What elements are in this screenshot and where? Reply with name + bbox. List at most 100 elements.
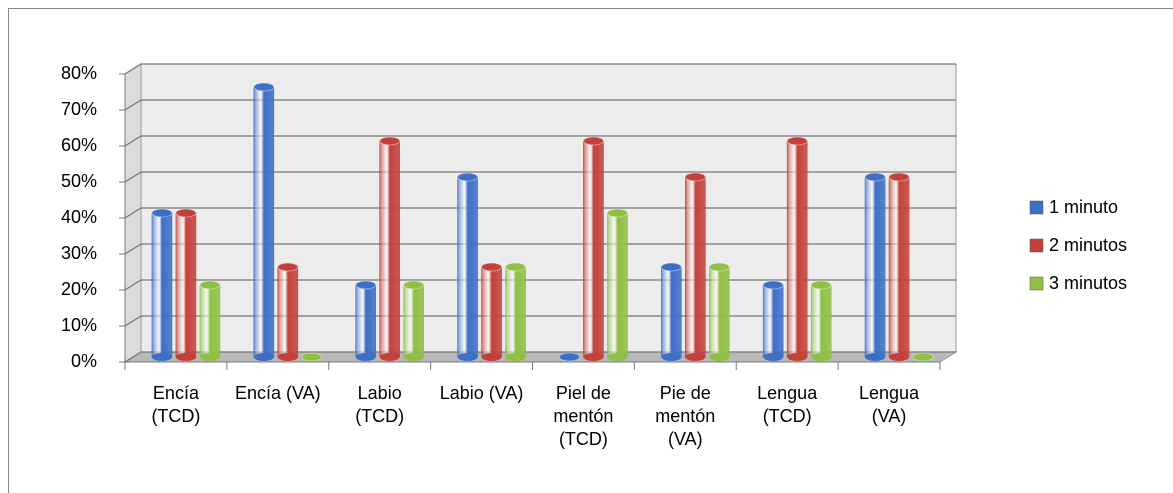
x-tick-label: Pie de mentón (VA) <box>655 383 716 449</box>
bar <box>403 284 424 358</box>
bar-top <box>582 136 604 146</box>
bar-base <box>607 353 628 361</box>
bar <box>661 266 682 358</box>
bar-group <box>888 172 910 361</box>
bar-top <box>505 262 527 272</box>
grid-line <box>124 279 956 291</box>
bar-base <box>253 353 274 361</box>
bar-base <box>787 353 808 361</box>
bar-group <box>684 172 706 361</box>
bar <box>583 140 604 358</box>
bar-group <box>505 262 527 361</box>
legend-label: 2 minutos <box>1049 235 1127 255</box>
bar-top <box>253 82 275 92</box>
bar-top <box>301 352 323 362</box>
bar-group <box>403 280 425 361</box>
grid-line <box>124 243 956 255</box>
bar-top <box>606 208 628 218</box>
bar <box>786 140 808 358</box>
y-tick-label: 50% <box>61 171 97 191</box>
y-tick-label: 70% <box>61 99 97 119</box>
bar <box>277 266 299 358</box>
bar-group <box>253 82 275 361</box>
y-tick-label: 60% <box>61 135 97 155</box>
bar-group <box>606 208 628 361</box>
bar-top <box>810 280 832 290</box>
bar <box>709 266 730 358</box>
bar <box>253 86 275 358</box>
legend-swatch <box>1029 276 1044 291</box>
bar-group <box>355 280 377 361</box>
bar-base <box>379 353 400 361</box>
bar-group <box>199 280 221 361</box>
bar-group <box>582 136 604 361</box>
bar-top <box>277 262 299 272</box>
bar-top <box>379 136 401 146</box>
bar-base <box>199 353 220 361</box>
bar-base <box>583 353 604 361</box>
bar-group <box>151 208 173 361</box>
legend-label: 1 minuto <box>1049 197 1118 217</box>
bar-group <box>457 172 479 361</box>
bar-base <box>481 353 502 361</box>
bar <box>607 212 628 358</box>
bar <box>199 284 221 358</box>
bar <box>762 284 784 358</box>
bar <box>355 284 376 358</box>
bar <box>379 140 400 358</box>
bar <box>810 284 832 358</box>
x-tick-label: Encía (VA) <box>234 383 321 403</box>
bar-top <box>912 352 934 362</box>
bar <box>457 176 478 358</box>
bar-base <box>355 353 376 361</box>
legend-swatch <box>1029 238 1044 253</box>
x-tick-label: Labio (VA) <box>439 383 524 403</box>
bar-top <box>558 352 580 362</box>
bar <box>888 176 910 358</box>
bar-top <box>403 280 425 290</box>
bar <box>151 212 173 358</box>
bar-group <box>301 352 323 362</box>
bar-top <box>888 172 910 182</box>
x-tick-label: Lengua (VA) <box>859 383 920 426</box>
bar-group <box>379 136 401 361</box>
bar-top <box>708 262 730 272</box>
bar-top <box>355 280 377 290</box>
bar-group <box>277 262 299 361</box>
x-tick-label: Piel de mentón (TCD) <box>553 383 614 449</box>
bar-base <box>151 353 172 361</box>
y-tick-label: 0% <box>71 351 97 371</box>
bar-top <box>199 280 221 290</box>
y-tick-label: 80% <box>61 63 97 83</box>
grid-line <box>124 63 956 75</box>
y-tick-label: 40% <box>61 207 97 227</box>
bar-top <box>864 172 886 182</box>
bar-base <box>661 353 682 361</box>
bar-top <box>684 172 706 182</box>
bar-group <box>762 280 784 361</box>
bar-base <box>175 353 196 361</box>
bar <box>505 266 526 358</box>
bar-top <box>151 208 173 218</box>
bar-base <box>811 353 832 361</box>
bar-group <box>660 262 682 361</box>
bar-base <box>403 353 424 361</box>
bar-group <box>558 352 580 362</box>
bar-top <box>762 280 784 290</box>
bar-base <box>763 353 784 361</box>
x-tick-label: Encía (TCD) <box>151 383 201 426</box>
bar <box>685 176 706 358</box>
bar <box>481 266 502 358</box>
bar-base <box>457 353 478 361</box>
bar-base <box>685 353 706 361</box>
grid-line <box>124 315 956 327</box>
bar-base <box>709 353 730 361</box>
bar-group <box>481 262 503 361</box>
grid-line <box>124 99 956 111</box>
bar-base <box>505 353 526 361</box>
bar-top <box>457 172 479 182</box>
grid-line <box>124 135 956 147</box>
x-tick-label: Lengua (TCD) <box>757 383 818 426</box>
